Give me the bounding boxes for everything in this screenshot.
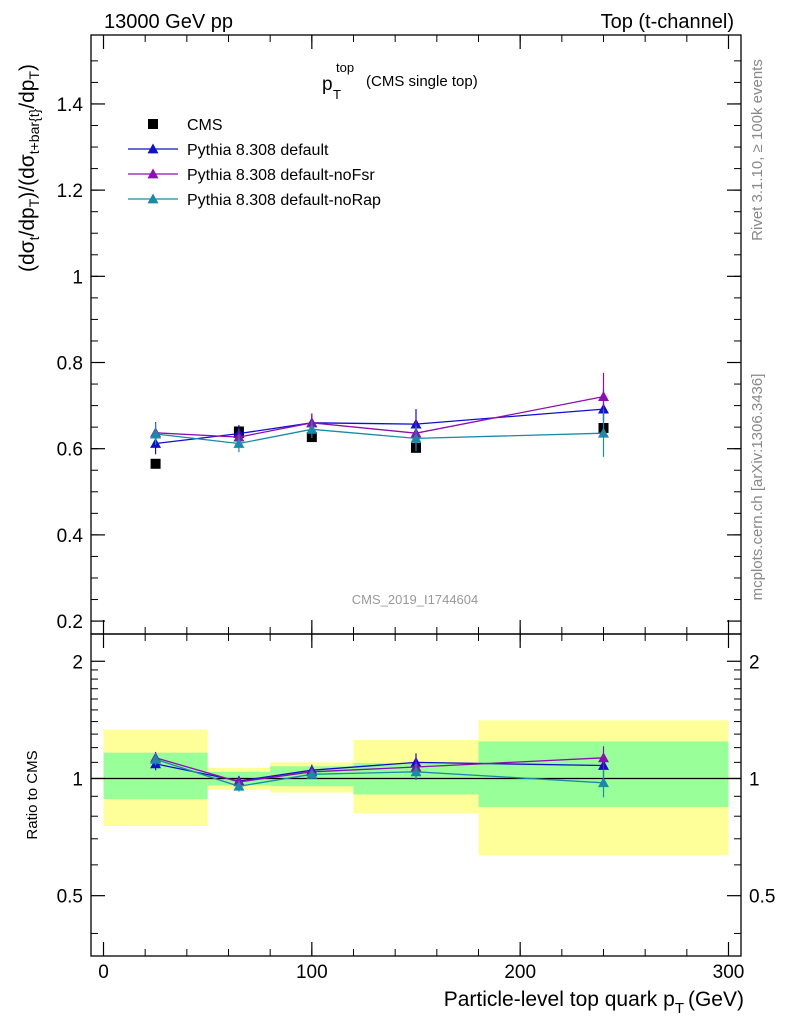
series-pythia-8-308-default-nofsr	[150, 372, 609, 449]
ratio-y-tick-label-right: 2	[749, 652, 760, 673]
series-line	[155, 395, 604, 438]
legend-label: Pythia 8.308 default-noFsr	[187, 167, 375, 184]
series-line	[155, 408, 604, 445]
rivet-label: Rivet 3.1.10, ≥ 100k events	[749, 59, 766, 241]
y-tick-label: 0.4	[57, 526, 84, 547]
plot-title-sup: top	[336, 60, 354, 75]
xlabel: Particle-level top quark pT (GeV)	[444, 988, 744, 1017]
series-pythia-8-308-default-norap	[150, 753, 609, 798]
x-tick-label: 200	[504, 962, 536, 983]
main-ylabel: (dσt/dpT)/(dσt+bar{t}/dpT)	[16, 64, 42, 272]
data-point	[598, 752, 609, 763]
ratio-y-tick-label-right: 1	[749, 769, 760, 790]
data-point	[150, 753, 162, 764]
series-pythia-8-308-default-norap	[150, 409, 609, 457]
y-tick-label: 0.8	[57, 354, 83, 375]
x-tick-label: 0	[98, 962, 109, 983]
data-point	[306, 768, 318, 779]
svg-text:T: T	[333, 87, 341, 102]
plot-title-note: (CMS single top)	[366, 73, 478, 90]
svg-text:p: p	[322, 74, 333, 95]
y-tick-label: 1.4	[57, 95, 84, 116]
analysis-watermark: CMS_2019_I1744604	[352, 592, 479, 607]
data-point	[150, 428, 162, 439]
ratio-y-tick-label: 0.5	[57, 887, 83, 908]
legend-label: CMS	[187, 117, 223, 134]
y-tick-label: 0.2	[57, 612, 83, 633]
ratio-y-tick-label-right: 0.5	[749, 887, 775, 908]
legend-item-cms: CMS	[148, 117, 223, 134]
data-point	[233, 780, 245, 791]
ratio-data-layer	[91, 720, 741, 856]
legend-marker	[147, 193, 159, 204]
main-axis-ticks: 0.2 0.4 0.6 0.8 1 1.2 1.4	[57, 35, 741, 634]
data-point	[410, 766, 422, 777]
header-left: 13000 GeV pp	[104, 11, 233, 33]
ratio-axis-ticks: 0.5 0.5 1 1 2 2 0 100 200 300	[57, 634, 775, 983]
data-point	[233, 438, 245, 448]
plot-title: p T top (CMS single top)	[322, 60, 478, 102]
svg-text:top: top	[336, 60, 354, 75]
legend-marker	[148, 119, 158, 129]
legend-marker	[147, 168, 159, 179]
plot-title-sub: T	[333, 87, 341, 102]
data-point	[598, 427, 609, 438]
ratio-frame	[90, 633, 742, 957]
data-point	[598, 777, 609, 788]
mcplots-label: mcplots.cern.ch [arXiv:1306.3436]	[749, 374, 766, 601]
ratio-ylabel: Ratio to CMS	[24, 750, 41, 839]
data-point	[410, 432, 422, 443]
plot-title-main: p	[322, 74, 333, 95]
y-tick-label: 1.2	[57, 181, 83, 202]
legend-label: Pythia 8.308 default-noRap	[187, 192, 381, 209]
x-tick-label: 300	[713, 962, 745, 983]
legend-item-pythia-8-308-default-nofsr: Pythia 8.308 default-noFsr	[128, 167, 375, 184]
header-right: Top (t-channel)	[601, 11, 734, 33]
x-tick-label: 100	[296, 962, 328, 983]
data-point	[598, 391, 609, 401]
data-point	[306, 423, 318, 434]
y-tick-label: 1	[72, 267, 83, 288]
main-data-layer	[150, 372, 609, 469]
legend-item-pythia-8-308-default: Pythia 8.308 default	[128, 142, 329, 159]
ratio-panel: 0.5 0.5 1 1 2 2 0 100 200 300	[57, 633, 775, 983]
ratio-y-tick-label: 1	[72, 769, 83, 790]
main-panel: 0.2 0.4 0.6 0.8 1 1.2 1.4	[57, 34, 742, 635]
legend: CMS Pythia 8.308 default Pythia 8.308 defa…	[128, 117, 381, 209]
legend-item-pythia-8-308-default-norap: Pythia 8.308 default-noRap	[128, 192, 381, 209]
data-point	[150, 458, 161, 469]
y-tick-label: 0.6	[57, 440, 83, 461]
legend-label: Pythia 8.308 default	[187, 142, 329, 159]
legend-marker	[147, 143, 159, 154]
ratio-y-tick-label: 2	[72, 652, 83, 673]
svg-text:(CMS single top): (CMS single top)	[366, 73, 478, 90]
series-pythia-8-308-default	[150, 389, 609, 455]
